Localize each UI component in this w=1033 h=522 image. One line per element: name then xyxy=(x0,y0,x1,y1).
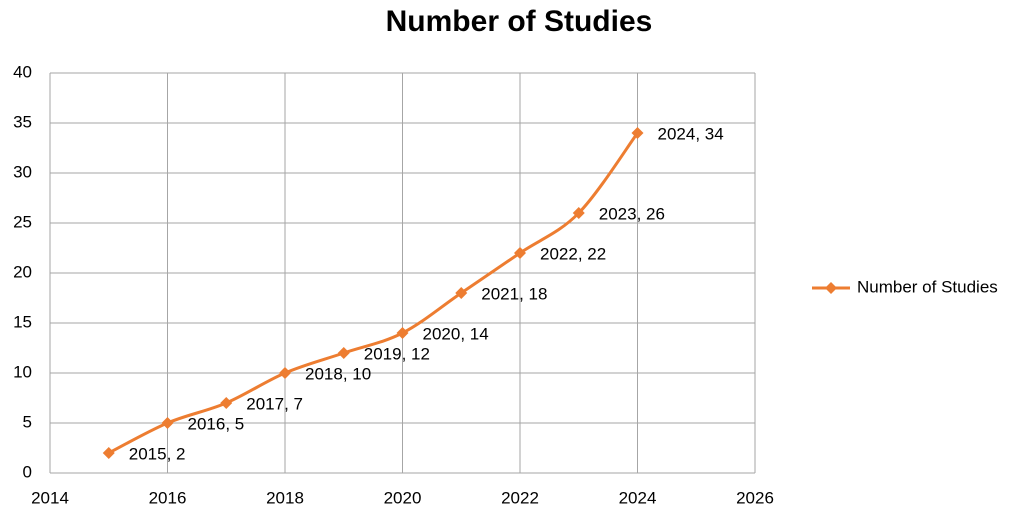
data-label: 2023, 26 xyxy=(599,204,665,223)
data-label: 2018, 10 xyxy=(305,364,371,383)
x-tick-label: 2022 xyxy=(501,488,539,507)
data-label: 2021, 18 xyxy=(481,284,547,303)
y-tick-label: 40 xyxy=(13,62,32,81)
point-marker xyxy=(102,447,115,459)
point-marker xyxy=(220,397,233,409)
point-marker xyxy=(631,127,644,139)
x-tick-label: 2018 xyxy=(266,488,304,507)
x-tick-label: 2024 xyxy=(619,488,657,507)
point-marker xyxy=(572,207,585,219)
y-tick-label: 20 xyxy=(13,262,32,281)
point-marker xyxy=(337,347,350,359)
y-tick-label: 30 xyxy=(13,162,32,181)
point-marker xyxy=(514,247,526,259)
y-tick-label: 10 xyxy=(13,362,32,381)
data-label: 2016, 5 xyxy=(188,414,245,433)
y-tick-label: 0 xyxy=(23,462,32,481)
data-label: 2022, 22 xyxy=(540,244,606,263)
y-tick-label: 35 xyxy=(13,112,32,131)
legend-label: Number of Studies xyxy=(857,277,998,296)
x-tick-label: 2020 xyxy=(384,488,422,507)
point-marker xyxy=(279,367,291,379)
chart-title: Number of Studies xyxy=(386,5,653,38)
x-tick-label: 2016 xyxy=(149,488,187,507)
y-tick-label: 25 xyxy=(13,212,32,231)
data-label: 2024, 34 xyxy=(658,124,724,143)
point-marker xyxy=(161,417,174,429)
data-label: 2017, 7 xyxy=(246,394,303,413)
legend-marker xyxy=(825,282,837,294)
point-marker xyxy=(455,287,468,299)
data-label: 2020, 14 xyxy=(423,324,489,343)
y-tick-label: 15 xyxy=(13,312,32,331)
y-tick-label: 5 xyxy=(23,412,32,431)
data-label: 2019, 12 xyxy=(364,344,430,363)
x-tick-label: 2014 xyxy=(31,488,69,507)
series-line xyxy=(108,132,639,455)
point-marker xyxy=(396,327,409,339)
x-tick-label: 2026 xyxy=(736,488,774,507)
data-label: 2015, 2 xyxy=(129,444,186,463)
